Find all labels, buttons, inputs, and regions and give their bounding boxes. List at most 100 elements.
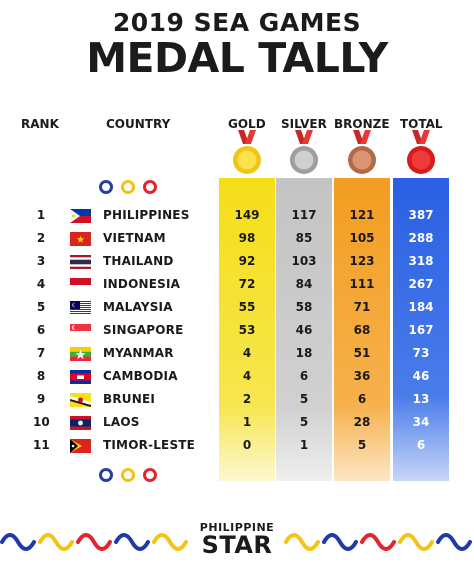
logo-line-2: STAR — [201, 531, 273, 559]
rings-icon — [99, 180, 157, 194]
rank-cell: 5 — [36, 300, 46, 314]
table-row: 7 MYANMAR 4 18 51 73 — [0, 344, 474, 364]
footer-wave-right — [284, 533, 472, 551]
total-cell: 13 — [412, 392, 430, 406]
header-gold: GOLD — [228, 117, 266, 131]
bronze-cell: 105 — [349, 231, 375, 245]
title-line-1: 2019 SEA GAMES — [112, 8, 362, 37]
silver-cell: 46 — [295, 323, 313, 337]
gold-cell: 0 — [242, 438, 252, 452]
table-row: 4 INDONESIA 72 84 111 267 — [0, 275, 474, 295]
bronze-cell: 111 — [349, 277, 375, 291]
header-bronze: BRONZE — [334, 117, 390, 131]
gold-cell: 53 — [238, 323, 256, 337]
bronze-cell: 36 — [353, 369, 371, 383]
silver-column — [276, 178, 332, 481]
table-row: 6 SINGAPORE 53 46 68 167 — [0, 321, 474, 341]
flag-icon — [70, 278, 91, 292]
flag-icon — [70, 209, 91, 223]
flag-icon — [70, 232, 91, 246]
bronze-column — [334, 178, 390, 481]
total-cell: 318 — [408, 254, 434, 268]
rank-cell: 1 — [36, 208, 46, 222]
silver-cell: 1 — [299, 438, 309, 452]
flag-icon — [70, 439, 91, 453]
table-row: 3 THAILAND 92 103 123 318 — [0, 252, 474, 272]
bronze-cell: 121 — [349, 208, 375, 222]
header-country: COUNTRY — [106, 117, 171, 131]
total-cell: 288 — [408, 231, 434, 245]
total-cell: 267 — [408, 277, 434, 291]
gold-cell: 4 — [242, 346, 252, 360]
philippine-star-logo: PHILIPPINE STAR — [195, 521, 279, 559]
country-cell: THAILAND — [103, 254, 174, 268]
gold-cell: 98 — [238, 231, 256, 245]
table-row: 10 LAOS 1 5 28 34 — [0, 413, 474, 433]
silver-cell: 6 — [299, 369, 309, 383]
table-row: 9 BRUNEI 2 5 6 13 — [0, 390, 474, 410]
country-cell: INDONESIA — [103, 277, 181, 291]
silver-cell: 5 — [299, 415, 309, 429]
bronze-cell: 5 — [357, 438, 367, 452]
flag-icon — [70, 347, 91, 361]
gold-cell: 55 — [238, 300, 256, 314]
country-cell: PHILIPPINES — [103, 208, 190, 222]
footer-wave-left — [0, 533, 188, 551]
silver-cell: 103 — [291, 254, 317, 268]
total-cell: 387 — [408, 208, 434, 222]
table-row: 11 TIMOR-LESTE 0 1 5 6 — [0, 436, 474, 456]
silver-cell: 58 — [295, 300, 313, 314]
gold-medal-icon — [233, 130, 261, 174]
silver-cell: 5 — [299, 392, 309, 406]
table-row: 5 MALAYSIA 55 58 71 184 — [0, 298, 474, 318]
rings-icon — [99, 468, 157, 482]
bronze-cell: 28 — [353, 415, 371, 429]
gold-cell: 1 — [242, 415, 252, 429]
total-medal-icon — [407, 130, 435, 174]
rank-cell: 10 — [33, 415, 50, 429]
total-cell: 46 — [412, 369, 430, 383]
gold-column — [219, 178, 275, 481]
rank-cell: 7 — [36, 346, 46, 360]
total-cell: 184 — [408, 300, 434, 314]
country-cell: TIMOR-LESTE — [103, 438, 196, 452]
table-row: 8 CAMBODIA 4 6 36 46 — [0, 367, 474, 387]
country-cell: MYANMAR — [103, 346, 174, 360]
silver-cell: 117 — [291, 208, 317, 222]
rank-cell: 8 — [36, 369, 46, 383]
silver-cell: 84 — [295, 277, 313, 291]
gold-cell: 149 — [234, 208, 260, 222]
bronze-cell: 123 — [349, 254, 375, 268]
rank-cell: 6 — [36, 323, 46, 337]
country-cell: BRUNEI — [103, 392, 156, 406]
header-silver: SILVER — [281, 117, 327, 131]
country-cell: LAOS — [103, 415, 140, 429]
header-total: TOTAL — [400, 117, 443, 131]
silver-medal-icon — [290, 130, 318, 174]
total-cell: 73 — [412, 346, 430, 360]
rank-cell: 11 — [33, 438, 50, 452]
country-cell: CAMBODIA — [103, 369, 178, 383]
rank-cell: 4 — [36, 277, 46, 291]
gold-cell: 72 — [238, 277, 256, 291]
total-column — [393, 178, 449, 481]
rank-cell: 3 — [36, 254, 46, 268]
title-line-2: MEDAL TALLY — [86, 34, 388, 82]
gold-cell: 4 — [242, 369, 252, 383]
country-cell: VIETNAM — [103, 231, 166, 245]
total-cell: 167 — [408, 323, 434, 337]
bronze-cell: 6 — [357, 392, 367, 406]
flag-icon — [70, 324, 91, 338]
gold-cell: 92 — [238, 254, 256, 268]
flag-icon — [70, 255, 91, 269]
flag-icon — [70, 370, 91, 384]
country-cell: SINGAPORE — [103, 323, 184, 337]
header-rank: RANK — [21, 117, 59, 131]
silver-cell: 85 — [295, 231, 313, 245]
total-cell: 34 — [412, 415, 430, 429]
bronze-medal-icon — [348, 130, 376, 174]
table-row: 1 PHILIPPINES 149 117 121 387 — [0, 206, 474, 226]
flag-icon — [70, 416, 91, 430]
bronze-cell: 51 — [353, 346, 371, 360]
silver-cell: 18 — [295, 346, 313, 360]
